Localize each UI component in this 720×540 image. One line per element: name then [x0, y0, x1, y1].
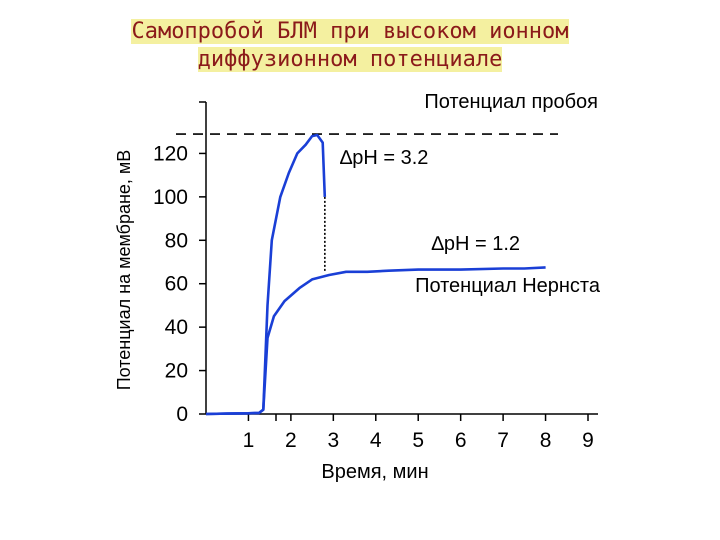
y-tick-label: 80: [165, 229, 188, 252]
x-tick-label: 7: [497, 429, 509, 452]
x-tick-label: 2: [285, 429, 297, 452]
dph-high-label: ∆pH = 3.2: [340, 147, 428, 169]
series-group: [205, 133, 546, 416]
x-tick-label: 3: [327, 429, 339, 452]
ticks: 0 20 40 60 80 100 120 1 2 3 4 5 6 7 8 9: [153, 101, 594, 452]
nernst-label: Потенциал Нернста: [415, 275, 601, 297]
dph-low-label: ∆pH = 1.2: [432, 233, 520, 255]
guides: [176, 133, 558, 273]
y-tick-label: 100: [153, 186, 188, 209]
x-tick-label: 1: [243, 429, 255, 452]
breakdown-label: Потенциал пробоя: [424, 91, 598, 113]
x-tick-label: 6: [455, 429, 467, 452]
y-tick-label: 0: [176, 403, 188, 426]
y-tick-label: 40: [165, 316, 188, 339]
y-tick-label: 120: [153, 142, 188, 165]
series-line-2: [205, 266, 546, 416]
chart-title: Самопробой БЛМ при высоком ионном диффуз…: [0, 18, 700, 74]
title-line-1: Самопробой БЛМ при высоком ионном: [131, 19, 569, 44]
title-line-2: диффузионном потенциале: [197, 47, 503, 72]
x-tick-label: 8: [540, 429, 552, 452]
y-tick-label: 60: [165, 273, 188, 296]
y-axis-label: Потенциал на мембране, мВ: [114, 150, 134, 391]
labels: Время, мин Потенциал на мембране, мВ Потен…: [114, 91, 601, 483]
x-tick-label: 4: [370, 429, 382, 452]
x-axis-label: Время, мин: [321, 461, 428, 483]
y-tick-label: 20: [165, 360, 188, 383]
x-tick-label: 9: [582, 429, 594, 452]
x-tick-label: 5: [412, 429, 424, 452]
